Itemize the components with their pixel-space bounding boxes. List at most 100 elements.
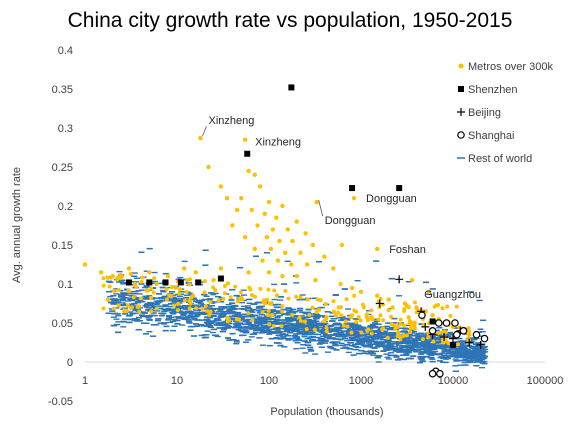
metro-point xyxy=(252,246,257,252)
legend-marker xyxy=(458,63,464,69)
metro-point xyxy=(398,322,403,327)
metro-point xyxy=(105,275,110,280)
shenzhen-point xyxy=(195,279,202,286)
metro-point xyxy=(205,309,210,314)
metro-point xyxy=(406,315,411,320)
metro-point xyxy=(310,242,316,248)
metro-point xyxy=(333,313,338,318)
metro-point xyxy=(303,231,308,236)
metro-point xyxy=(246,168,251,174)
metro-point xyxy=(258,286,263,291)
metro-point xyxy=(312,327,317,332)
metro-point xyxy=(266,270,272,275)
metro-point xyxy=(250,318,255,323)
metro-point xyxy=(290,312,295,317)
metro-point xyxy=(109,275,114,280)
metro-point xyxy=(235,299,240,304)
metro-point xyxy=(315,297,320,302)
metro-point xyxy=(105,297,110,302)
y-tick-label: 0.25 xyxy=(52,162,73,174)
metro-point xyxy=(279,324,284,329)
metro-point xyxy=(323,301,328,306)
metro-point xyxy=(412,320,417,325)
metro-point xyxy=(404,303,409,308)
shanghai-point xyxy=(459,326,468,335)
shenzhen-point xyxy=(349,185,356,192)
shenzhen-point xyxy=(125,279,132,286)
metro-point xyxy=(349,285,355,291)
metro-point xyxy=(257,184,263,189)
metro-point xyxy=(310,305,315,310)
shanghai-point xyxy=(428,326,437,335)
shenzhen-point xyxy=(450,341,456,348)
x-tick-label: 10 xyxy=(171,375,183,387)
metro-point xyxy=(359,330,364,335)
metro-point xyxy=(225,315,230,320)
legend-label: Rest of world xyxy=(468,153,532,165)
metro-point xyxy=(177,291,182,296)
metro-point xyxy=(294,219,299,224)
shanghai-point xyxy=(436,369,444,378)
metro-point xyxy=(280,309,285,314)
metro-point xyxy=(152,276,157,281)
metro-point xyxy=(386,308,391,313)
metro-point xyxy=(208,309,213,314)
metro-point xyxy=(239,196,244,201)
metro-point xyxy=(349,330,354,335)
metro-point xyxy=(270,227,276,232)
metro-point xyxy=(385,335,390,340)
metro-point xyxy=(271,323,276,328)
metro-point xyxy=(185,278,190,283)
metro-point xyxy=(354,319,359,324)
shanghai-point xyxy=(453,330,461,339)
metro-point xyxy=(294,274,299,279)
metro-point xyxy=(324,316,329,321)
metro-point xyxy=(246,311,251,316)
metro-point xyxy=(407,321,412,326)
metro-point xyxy=(125,308,130,313)
metro-point xyxy=(176,301,181,306)
metro-point xyxy=(234,207,240,213)
metro-point xyxy=(154,281,159,287)
metro-point xyxy=(125,303,130,308)
metro-point xyxy=(381,318,386,323)
metro-point xyxy=(415,307,420,312)
metro-point xyxy=(467,329,472,334)
metro-point xyxy=(401,323,406,328)
metro-point xyxy=(194,306,199,311)
metro-point xyxy=(175,308,180,313)
metro-point xyxy=(277,238,282,244)
shanghai-point xyxy=(442,319,451,327)
metro-point xyxy=(283,288,288,293)
y-axis-title: Avg. annual growth rate xyxy=(11,167,23,283)
shenzhen-point xyxy=(162,279,169,286)
metro-point xyxy=(369,331,374,336)
beijing-point xyxy=(440,333,449,342)
metro-point xyxy=(101,306,106,311)
metro-point xyxy=(412,300,417,305)
metro-point xyxy=(184,289,189,294)
metro-point xyxy=(364,315,369,320)
y-axis-ticks: -0.05 0 0.05 0.1 0.15 0.2 0.25 0.3 0.35 0.4 xyxy=(48,45,73,408)
metro-point xyxy=(242,137,248,142)
metro-point xyxy=(280,274,285,279)
metro-point xyxy=(255,223,260,228)
metro-point xyxy=(169,293,174,298)
x-tick-label: 10000 xyxy=(438,375,469,387)
metro-point xyxy=(149,309,154,314)
metro-point xyxy=(445,304,450,309)
metro-point xyxy=(440,306,445,311)
metro-point xyxy=(412,326,417,331)
annotation-leader xyxy=(318,200,324,217)
metro-point xyxy=(302,319,307,324)
metro-point xyxy=(252,294,257,299)
metro-point xyxy=(297,315,302,320)
metro-point xyxy=(269,301,274,306)
metro-point xyxy=(339,313,344,318)
metro-point xyxy=(398,337,403,342)
x-axis-ticks: 1 10 100 1000 10000 100000 xyxy=(82,375,563,387)
metro-point xyxy=(426,289,432,294)
metro-point xyxy=(369,315,374,320)
metro-point xyxy=(341,323,346,328)
metro-point xyxy=(345,324,350,329)
